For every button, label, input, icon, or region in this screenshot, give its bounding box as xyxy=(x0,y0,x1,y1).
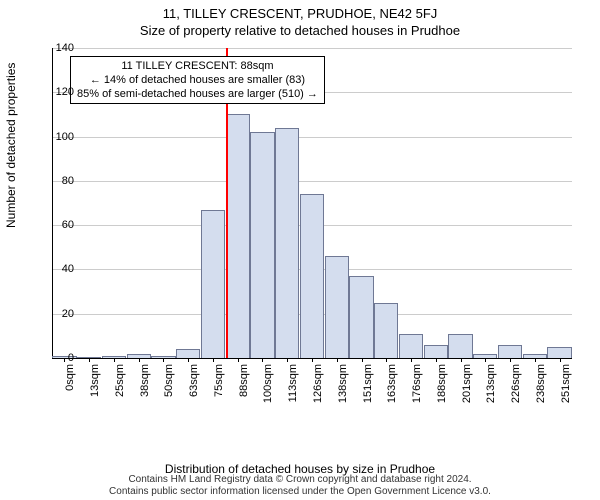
y-tick-label: 0 xyxy=(44,352,74,364)
histogram-bar xyxy=(374,303,398,358)
footer-line-1: Contains HM Land Registry data © Crown c… xyxy=(0,474,600,486)
page-subtitle: Size of property relative to detached ho… xyxy=(0,21,600,38)
x-tick-label: 0sqm xyxy=(64,364,76,414)
y-tick-label: 120 xyxy=(44,86,74,98)
x-tick-label: 25sqm xyxy=(114,364,126,414)
x-tick-mark xyxy=(287,358,288,362)
x-tick-label: 226sqm xyxy=(510,364,522,414)
x-tick-mark xyxy=(411,358,412,362)
histogram-bar xyxy=(399,334,423,358)
histogram-bar xyxy=(448,334,472,358)
x-tick-mark xyxy=(262,358,263,362)
x-tick-label: 88sqm xyxy=(238,364,250,414)
x-tick-label: 201sqm xyxy=(461,364,473,414)
x-tick-mark xyxy=(510,358,511,362)
x-tick-mark xyxy=(436,358,437,362)
y-tick-label: 100 xyxy=(44,131,74,143)
page-title: 11, TILLEY CRESCENT, PRUDHOE, NE42 5FJ xyxy=(0,0,600,21)
info-box: 11 TILLEY CRESCENT: 88sqm← 14% of detach… xyxy=(70,56,325,104)
x-tick-mark xyxy=(89,358,90,362)
x-tick-mark xyxy=(188,358,189,362)
x-tick-mark xyxy=(560,358,561,362)
x-tick-label: 251sqm xyxy=(560,364,572,414)
x-tick-label: 238sqm xyxy=(535,364,547,414)
x-tick-label: 138sqm xyxy=(337,364,349,414)
x-tick-label: 113sqm xyxy=(287,364,299,414)
histogram-bar xyxy=(547,347,571,358)
y-tick-label: 60 xyxy=(44,219,74,231)
x-tick-mark xyxy=(238,358,239,362)
gridline xyxy=(52,137,572,138)
x-tick-label: 213sqm xyxy=(485,364,497,414)
plot-region: 0sqm13sqm25sqm38sqm50sqm63sqm75sqm88sqm1… xyxy=(52,48,572,358)
x-tick-mark xyxy=(139,358,140,362)
x-tick-mark xyxy=(163,358,164,362)
x-tick-mark xyxy=(114,358,115,362)
footer-line-2: Contains public sector information licen… xyxy=(0,486,600,498)
histogram-bar xyxy=(498,345,522,358)
y-axis-label: Number of detached properties xyxy=(4,63,18,228)
gridline xyxy=(52,48,572,49)
x-tick-label: 13sqm xyxy=(89,364,101,414)
footer-attribution: Contains HM Land Registry data © Crown c… xyxy=(0,474,600,498)
x-tick-mark xyxy=(337,358,338,362)
histogram-bar xyxy=(226,114,250,358)
x-tick-label: 126sqm xyxy=(312,364,324,414)
x-tick-label: 75sqm xyxy=(213,364,225,414)
histogram-bar xyxy=(250,132,274,358)
x-tick-mark xyxy=(485,358,486,362)
histogram-bar xyxy=(349,276,373,358)
info-line-2: ← 14% of detached houses are smaller (83… xyxy=(77,73,318,87)
histogram-bar xyxy=(424,345,448,358)
x-tick-mark xyxy=(312,358,313,362)
x-tick-label: 50sqm xyxy=(163,364,175,414)
x-tick-mark xyxy=(213,358,214,362)
x-tick-label: 151sqm xyxy=(362,364,374,414)
histogram-bar xyxy=(176,349,200,358)
gridline xyxy=(52,181,572,182)
x-tick-label: 38sqm xyxy=(139,364,151,414)
x-tick-label: 176sqm xyxy=(411,364,423,414)
x-tick-mark xyxy=(362,358,363,362)
x-tick-mark xyxy=(386,358,387,362)
y-tick-label: 40 xyxy=(44,263,74,275)
histogram-bar xyxy=(201,210,225,358)
y-tick-label: 140 xyxy=(44,42,74,54)
histogram-bar xyxy=(275,128,299,358)
histogram-bar xyxy=(325,256,349,358)
x-tick-label: 163sqm xyxy=(386,364,398,414)
y-tick-label: 20 xyxy=(44,308,74,320)
info-line-3: 85% of semi-detached houses are larger (… xyxy=(77,87,318,101)
histogram-bar xyxy=(300,194,324,358)
x-tick-label: 100sqm xyxy=(262,364,274,414)
x-tick-mark xyxy=(535,358,536,362)
x-tick-mark xyxy=(461,358,462,362)
x-tick-label: 63sqm xyxy=(188,364,200,414)
info-line-1: 11 TILLEY CRESCENT: 88sqm xyxy=(77,59,318,73)
chart-area: 0sqm13sqm25sqm38sqm50sqm63sqm75sqm88sqm1… xyxy=(52,48,572,408)
y-tick-label: 80 xyxy=(44,175,74,187)
x-tick-label: 188sqm xyxy=(436,364,448,414)
